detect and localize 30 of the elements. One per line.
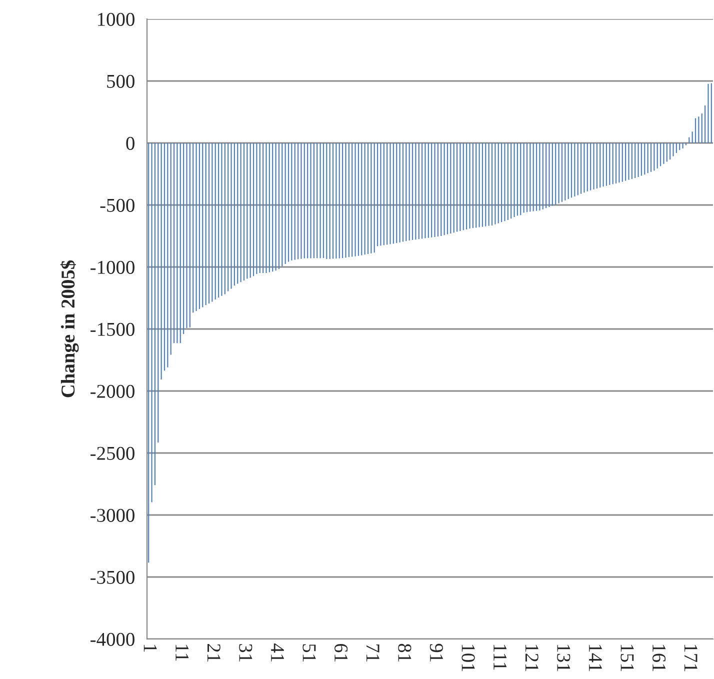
x-tick-label: 11 [176,644,189,661]
x-tick-label: 91 [430,644,443,662]
y-tick-label: -3000 [90,508,134,522]
x-tick-label: 151 [620,644,634,672]
x-tick-label: 21 [208,644,220,662]
y-tick-label: 0 [126,136,134,150]
y-tick-label: -2000 [90,384,134,398]
y-axis-title: Change in 2005$ [60,260,79,398]
y-tick-label: -3500 [90,570,134,584]
x-tick-label: 121 [525,644,538,672]
x-tick-label: 41 [271,644,284,662]
x-tick-label: 1 [144,644,157,652]
y-tick-label: -500 [100,198,134,212]
x-tick-label: 111 [494,644,507,670]
x-tick-label: 51 [302,644,316,662]
x-tick-label: 171 [684,644,698,672]
x-tick-label: 61 [334,644,348,662]
y-tick-label: -1500 [90,322,134,336]
x-tick-label: 141 [589,644,602,672]
x-tick-label: 131 [557,644,570,672]
y-tick-label: -4000 [90,632,134,646]
y-tick-label: 1000 [98,12,134,26]
x-tick-label: 71 [366,644,380,662]
y-tick-label: 500 [107,74,134,88]
x-tick-label: 161 [652,644,666,672]
x-tick-label: 81 [398,644,412,662]
y-tick-label: -1000 [90,260,134,274]
x-tick-label: 101 [462,644,475,672]
x-tick-label: 31 [239,644,252,662]
y-tick-label: -2500 [90,446,134,460]
